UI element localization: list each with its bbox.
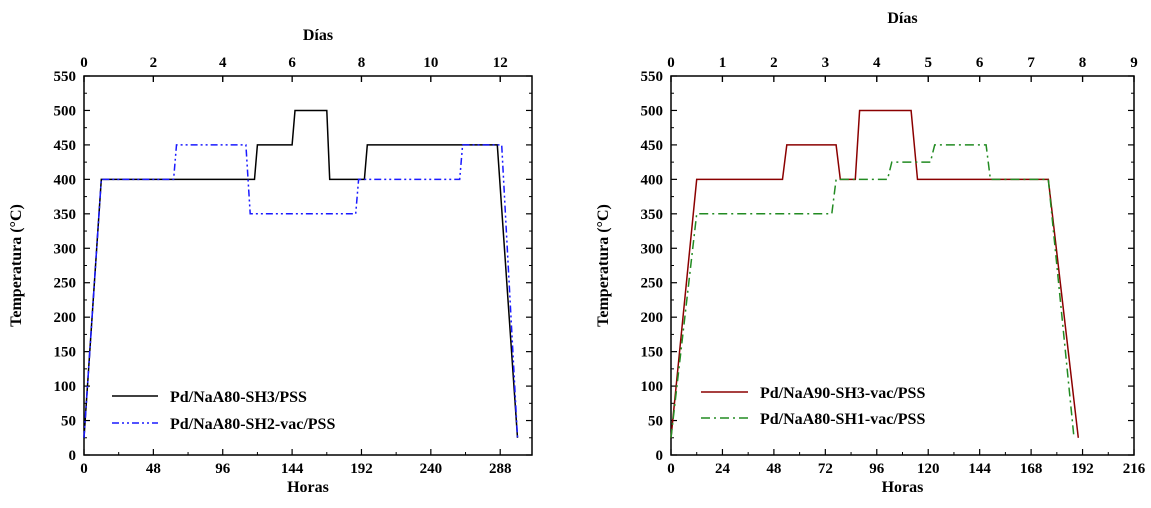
- x-tick-label: 48: [766, 461, 781, 477]
- legend-label-2: Pd/NaA80-SH1-vac/PSS: [760, 411, 925, 428]
- series-line-2: [83, 144, 519, 438]
- x2-tick-label: 4: [873, 55, 881, 71]
- y-tick-label: 550: [641, 69, 664, 85]
- x2-tick-label: 2: [770, 55, 778, 71]
- x2-tick-label: 0: [80, 55, 88, 71]
- x-tick-label: 0: [667, 461, 675, 477]
- y-axis-title: Temperatura (°C): [595, 204, 612, 327]
- x-tick-label: 216: [1123, 461, 1146, 477]
- y-tick-label: 400: [54, 172, 77, 188]
- x2-tick-label: 8: [358, 55, 366, 71]
- x-tick-label: 48: [146, 461, 161, 477]
- y-tick-label: 100: [54, 379, 77, 395]
- x2-tick-label: 10: [423, 55, 438, 71]
- y-tick-label: 250: [641, 276, 664, 292]
- x2-tick-label: 2: [150, 55, 158, 71]
- y-tick-label: 500: [641, 103, 664, 119]
- x-axis-title: Horas: [882, 479, 924, 496]
- x2-tick-label: 1: [719, 55, 727, 71]
- y-tick-label: 250: [54, 276, 77, 292]
- y-tick-label: 450: [641, 138, 664, 154]
- y-tick-label: 150: [54, 345, 77, 361]
- x-tick-label: 24: [715, 461, 731, 477]
- x2-tick-label: 6: [288, 55, 296, 71]
- legend-label-2: Pd/NaA80-SH2-vac/PSS: [170, 416, 335, 433]
- x-tick-label: 192: [1071, 461, 1094, 477]
- y-tick-label: 200: [54, 310, 77, 326]
- x-tick-label: 288: [489, 461, 512, 477]
- x2-tick-label: 6: [976, 55, 984, 71]
- y-tick-label: 300: [641, 241, 664, 257]
- x-tick-label: 96: [869, 461, 885, 477]
- x2-tick-label: 9: [1130, 55, 1138, 71]
- y-tick-label: 350: [641, 207, 664, 223]
- x-tick-label: 240: [420, 461, 443, 477]
- legend-label-1: Pd/NaA90-SH3-vac/PSS: [760, 385, 925, 402]
- x2-tick-label: 7: [1027, 55, 1035, 71]
- x2-tick-label: 4: [219, 55, 227, 71]
- chart-panel-1: 0 48 96 144 192 240 288 0 2 4 6 8 10 12 0 50 100 150 200 25…: [8, 27, 533, 496]
- plot-frame: [83, 75, 533, 456]
- legend-label-1: Pd/NaA80-SH3/PSS: [170, 389, 307, 406]
- y-tick-label: 150: [641, 345, 664, 361]
- x-tick-label: 0: [80, 461, 88, 477]
- x2-axis-title: Días: [887, 10, 917, 27]
- x2-tick-label: 8: [1079, 55, 1087, 71]
- y-tick-label: 50: [648, 414, 663, 430]
- x2-tick-label: 12: [493, 55, 508, 71]
- y-tick-label: 300: [54, 241, 77, 257]
- series-line-1: [83, 109, 519, 438]
- y-tick-label: 350: [54, 207, 77, 223]
- x2-tick-label: 0: [667, 55, 675, 71]
- series-line-2: [670, 144, 1075, 438]
- x-tick-label: 96: [215, 461, 231, 477]
- x-tick-label: 72: [818, 461, 833, 477]
- x2-tick-label: 5: [924, 55, 932, 71]
- y-tick-label: 550: [54, 69, 77, 85]
- y-axis-title: Temperatura (°C): [8, 204, 25, 327]
- y-tick-label: 0: [69, 448, 77, 464]
- y-tick-label: 200: [641, 310, 664, 326]
- y-tick-label: 450: [54, 138, 77, 154]
- x-axis-title: Horas: [287, 479, 329, 496]
- y-tick-label: 400: [641, 172, 664, 188]
- x2-axis-title: Días: [303, 27, 333, 44]
- y-tick-label: 100: [641, 379, 664, 395]
- y-tick-label: 500: [54, 103, 77, 119]
- y-tick-label: 0: [656, 448, 664, 464]
- x-tick-label: 192: [350, 461, 373, 477]
- legend: Pd/NaA90-SH3-vac/PSS Pd/NaA80-SH1-vac/PSS: [701, 385, 925, 428]
- y-tick-label: 50: [61, 414, 76, 430]
- x-tick-label: 144: [281, 461, 304, 477]
- x-tick-label: 120: [917, 461, 940, 477]
- x-tick-label: 144: [968, 461, 991, 477]
- x2-tick-label: 3: [822, 55, 830, 71]
- x-tick-label: 168: [1020, 461, 1043, 477]
- chart-panel-2: 0 24 48 72 96 120 144 168 192 216 0 1 2 3 4 5 6 7 8 9 0 50 100…: [595, 10, 1146, 496]
- legend: Pd/NaA80-SH3/PSS Pd/NaA80-SH2-vac/PSS: [112, 389, 335, 433]
